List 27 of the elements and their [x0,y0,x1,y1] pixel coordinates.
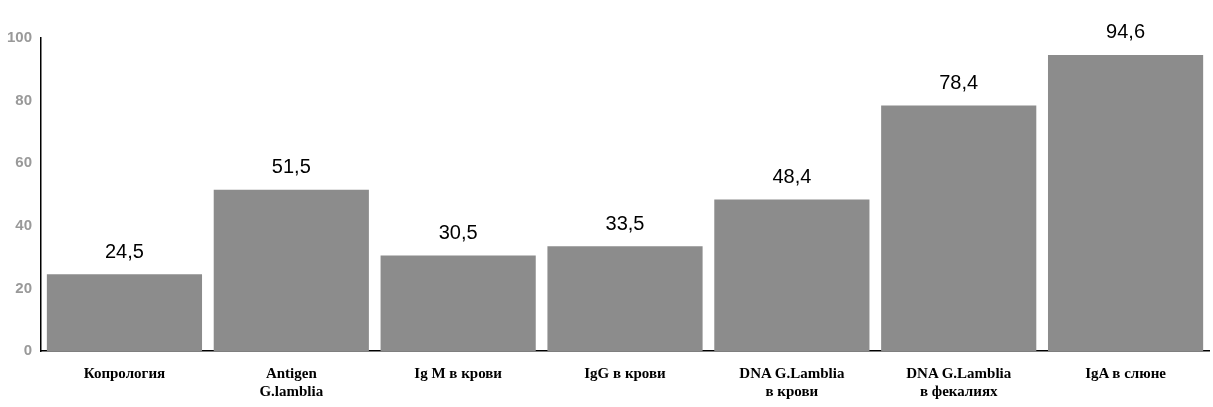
data-label: 48,4 [772,165,812,188]
x-tick-label: DNA G.Lamblia в фекалиях [906,364,1012,399]
x-tick-label: Ig M в крови [414,364,503,381]
x-tick-label: Копрология [83,364,166,381]
data-label: 30,5 [438,221,478,244]
data-label: 33,5 [605,211,645,234]
y-tick-label: 0 [23,341,33,359]
x-tick-label: Antigen G.lamblia [259,364,324,399]
x-tick-label: DNA G.Lamblia в крови [739,364,845,399]
y-tick-label: 40 [15,215,33,233]
data-label: 51,5 [271,155,311,178]
bar [46,274,203,351]
bar [213,189,369,351]
y-tick-label: 80 [15,90,33,108]
bar [380,255,536,351]
data-label: 78,4 [939,71,979,94]
bar [1047,54,1204,351]
y-tick-label: 60 [15,153,33,171]
bar [881,105,1037,351]
bar [714,199,870,351]
x-tick-label: IgG в крови [584,364,667,381]
x-tick-label: IgA в слюне [1085,364,1167,381]
y-tick-label: 20 [15,278,33,296]
bar [547,246,703,351]
data-label: 24,5 [104,239,144,262]
data-label: 94,6 [1106,20,1146,43]
y-tick-label: 100 [7,28,33,46]
